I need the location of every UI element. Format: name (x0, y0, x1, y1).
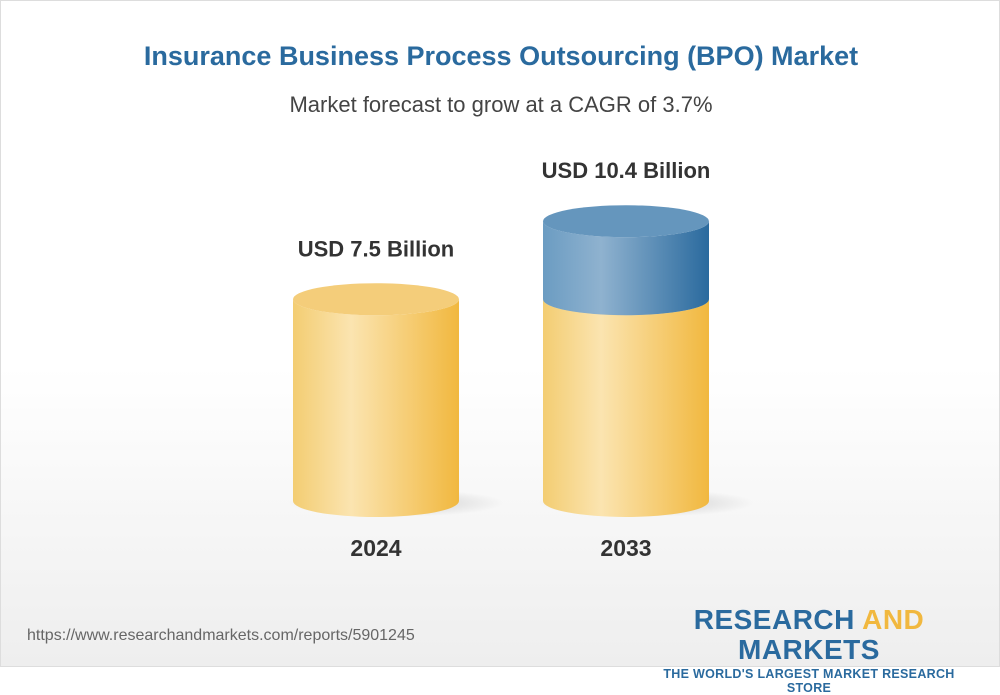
chart-title: Insurance Business Process Outsourcing (… (143, 41, 859, 71)
source-url[interactable]: https://www.researchandmarkets.com/repor… (27, 627, 415, 644)
logo-tagline: THE WORLD'S LARGEST MARKET RESEARCH STOR… (663, 667, 955, 695)
chart-subtitle: Market forecast to grow at a CAGR of 3.7… (289, 92, 713, 117)
category-label: 2024 (350, 535, 401, 561)
logo-text-2: AND (862, 604, 925, 635)
cylinder-chart: USD 7.5 Billion 2024 USD 10.4 Billion 2033 (288, 158, 754, 561)
bar-2024-body (293, 299, 459, 517)
bar-growth-body (543, 221, 709, 316)
bar-growth-top (543, 205, 709, 238)
logo-text-1: RESEARCH (693, 604, 855, 635)
logo-text-3: MARKETS (738, 634, 880, 665)
data-label: USD 7.5 Billion (298, 236, 454, 261)
bar-base-body (543, 299, 709, 517)
research-and-markets-logo: RESEARCH AND MARKETS THE WORLD'S LARGEST… (641, 605, 977, 695)
category-label: 2033 (600, 535, 651, 561)
bar-2024-top (293, 283, 459, 316)
data-label: USD 10.4 Billion (542, 158, 711, 183)
